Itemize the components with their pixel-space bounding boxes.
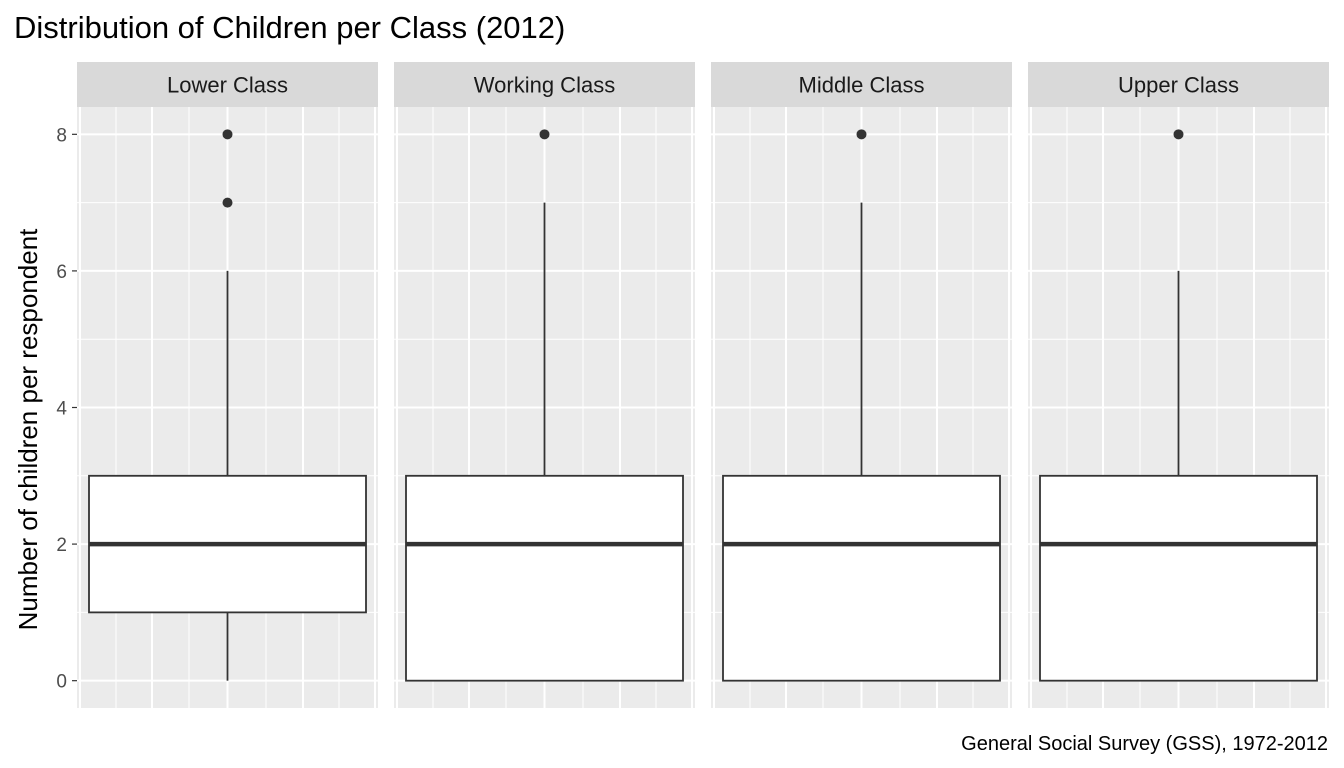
facet-label: Middle Class <box>799 73 925 98</box>
outlier-point <box>222 197 233 208</box>
outlier-point <box>222 129 233 140</box>
caption: General Social Survey (GSS), 1972-2012 <box>961 733 1328 755</box>
outlier-point <box>1173 129 1184 140</box>
facet-panel: Working Class <box>394 62 695 708</box>
y-tick-label: 6 <box>56 262 67 283</box>
facet-label: Upper Class <box>1118 73 1239 98</box>
facet-strip <box>77 62 378 107</box>
box-iqr <box>405 474 684 682</box>
y-axis-title: Number of children per respondent <box>13 228 43 631</box>
y-tick-label: 0 <box>56 672 67 693</box>
facet-panel: Upper Class <box>1028 62 1329 708</box>
facet-strip <box>1028 62 1329 107</box>
y-tick-label: 2 <box>56 535 67 556</box>
box-iqr <box>1039 474 1318 682</box>
outlier-point <box>539 129 550 140</box>
outlier-point <box>856 129 867 140</box>
y-tick-label: 8 <box>56 125 67 146</box>
box-iqr <box>722 474 1001 682</box>
facet-strip <box>394 62 695 107</box>
facet-label: Lower Class <box>167 73 288 98</box>
facet-strip <box>711 62 1012 107</box>
chart-title: Distribution of Children per Class (2012… <box>14 10 566 45</box>
facet-panel: Lower Class <box>77 62 378 708</box>
facet-panel: Middle Class <box>711 62 1012 708</box>
facet-label: Working Class <box>474 73 615 98</box>
y-tick-label: 4 <box>56 399 67 420</box>
